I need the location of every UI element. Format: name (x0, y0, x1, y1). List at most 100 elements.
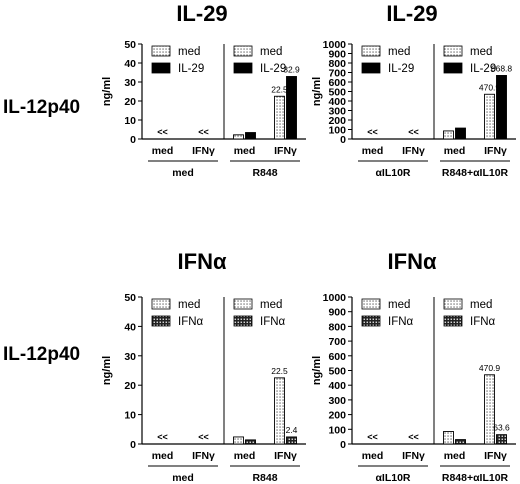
x-category-label: IFNγ (192, 450, 215, 462)
y-tick-label: 400 (328, 380, 346, 392)
bar-med (484, 374, 495, 445)
panel-title-top-right: IL-29 (386, 1, 437, 26)
legend-label: IL-29 (178, 63, 204, 75)
row-label-bottom: IL-12p40 (3, 344, 80, 365)
below-detection-mark: << (198, 127, 209, 137)
legend-1: med IL-29 (151, 45, 204, 75)
group-label: R848 (252, 167, 277, 179)
legend-label: med (260, 299, 282, 311)
legend-swatch-grid (233, 315, 253, 327)
group-1: med << IFNγ << med (148, 127, 218, 179)
panel-title-bottom-left: IFNα (178, 249, 227, 274)
legend-label: med (388, 299, 410, 311)
group-2: med IFNγ 470.9 668.8 R848+αIL10R (440, 63, 512, 179)
x-category-label: med (152, 145, 174, 157)
group-label: med (172, 167, 194, 179)
y-tick-label: 0 (130, 439, 136, 451)
below-detection-mark: << (198, 432, 209, 442)
legend-label: med (470, 299, 492, 311)
bar-ifn- (455, 439, 466, 445)
below-detection-mark: << (367, 432, 378, 442)
y-tick-label: 40 (124, 58, 136, 70)
y-tick-label: 1000 (323, 292, 347, 304)
chart-1: ng/ml 0 10 20 30 40 50 med IL-29 med IL-29 med << IFN… (101, 39, 306, 179)
bar-med (443, 130, 454, 140)
group-label: R848 (252, 472, 277, 484)
bar-med (443, 431, 454, 445)
group-2: med IFNγ 22.5 32.9 R848 (230, 64, 300, 179)
legend-label: med (178, 46, 200, 58)
legend-label: med (260, 46, 282, 58)
y-tick-label: 100 (328, 125, 346, 137)
legend-swatch-dots (361, 45, 381, 57)
y-tick-label: 900 (328, 307, 346, 319)
data-label: 470.9 (479, 82, 501, 92)
y-tick-label: 800 (328, 321, 346, 333)
y-tick-label: 50 (124, 292, 136, 304)
legend-swatch-dots (443, 298, 463, 310)
x-category-label: IFNγ (274, 450, 297, 462)
legend-label: med (470, 46, 492, 58)
y-tick-label: 700 (328, 68, 346, 80)
legend-2: med IFNα (443, 298, 496, 328)
below-detection-mark: << (157, 432, 168, 442)
panel-title-top-left: IL-29 (176, 1, 227, 26)
group-2: med IFNγ 470.9 63.6 R848+αIL10R (440, 363, 510, 484)
y-axis-label: ng/ml (311, 356, 323, 385)
bar-ifn- (496, 434, 507, 445)
chart-4: ng/ml 0 100 200 300 400 500 600 700 800 900 1000 med… (311, 292, 516, 484)
x-category-label: IFNγ (402, 450, 425, 462)
legend-swatch-black (233, 62, 253, 74)
group-1: med << IFNγ << αIL10R (358, 127, 428, 179)
legend-label: IFNα (470, 316, 496, 328)
legend-label: IFNα (388, 316, 414, 328)
legend-2: med IL-29 (443, 45, 496, 75)
data-label: 63.6 (493, 423, 510, 433)
bar-il-29 (286, 76, 297, 140)
data-label: 22.5 (271, 366, 288, 376)
y-tick-label: 400 (328, 96, 346, 108)
y-tick-label: 0 (340, 439, 346, 451)
x-category-label: IFNγ (484, 145, 507, 157)
legend-label: med (178, 299, 200, 311)
legend-swatch-dots (233, 45, 253, 57)
data-label: 2.4 (286, 425, 298, 435)
x-category-label: IFNγ (484, 450, 507, 462)
group-label: R848+αIL10R (442, 472, 509, 484)
group-label: αIL10R (375, 167, 410, 179)
legend-swatch-dots (233, 298, 253, 310)
group-1: med << IFNγ << med (148, 432, 218, 484)
legend-1: med IL-29 (361, 45, 414, 75)
bar-ifn- (286, 436, 297, 445)
legend-swatch-dots (443, 45, 463, 57)
y-axis-label: ng/ml (101, 77, 113, 106)
y-tick-label: 10 (124, 115, 136, 127)
legend-2: med IFNα (233, 298, 286, 328)
y-tick-label: 30 (124, 77, 136, 89)
legend-label: IL-29 (388, 63, 414, 75)
bar-il-29 (245, 132, 256, 140)
below-detection-mark: << (408, 432, 419, 442)
y-tick-label: 1000 (323, 39, 347, 51)
below-detection-mark: << (367, 127, 378, 137)
legend-swatch-black (361, 62, 381, 74)
legend-2: med IL-29 (233, 45, 286, 75)
below-detection-mark: << (408, 127, 419, 137)
x-category-label: med (362, 145, 384, 157)
legend-swatch-grid (151, 315, 171, 327)
y-tick-label: 300 (328, 395, 346, 407)
x-category-label: med (362, 450, 384, 462)
legend-swatch-dots (151, 45, 171, 57)
bar-med (274, 377, 285, 445)
bar-med (274, 95, 285, 140)
data-label: 470.9 (479, 363, 501, 373)
data-label: 22.5 (271, 84, 288, 94)
group-label: αIL10R (375, 472, 410, 484)
legend-1: med IFNα (151, 298, 204, 328)
y-tick-label: 300 (328, 106, 346, 118)
legend-swatch-dots (151, 298, 171, 310)
group-1: med << IFNγ << αIL10R (358, 432, 428, 484)
y-tick-label: 200 (328, 115, 346, 127)
group-2: med IFNγ 22.5 2.4 R848 (230, 366, 300, 484)
y-tick-label: 20 (124, 96, 136, 108)
